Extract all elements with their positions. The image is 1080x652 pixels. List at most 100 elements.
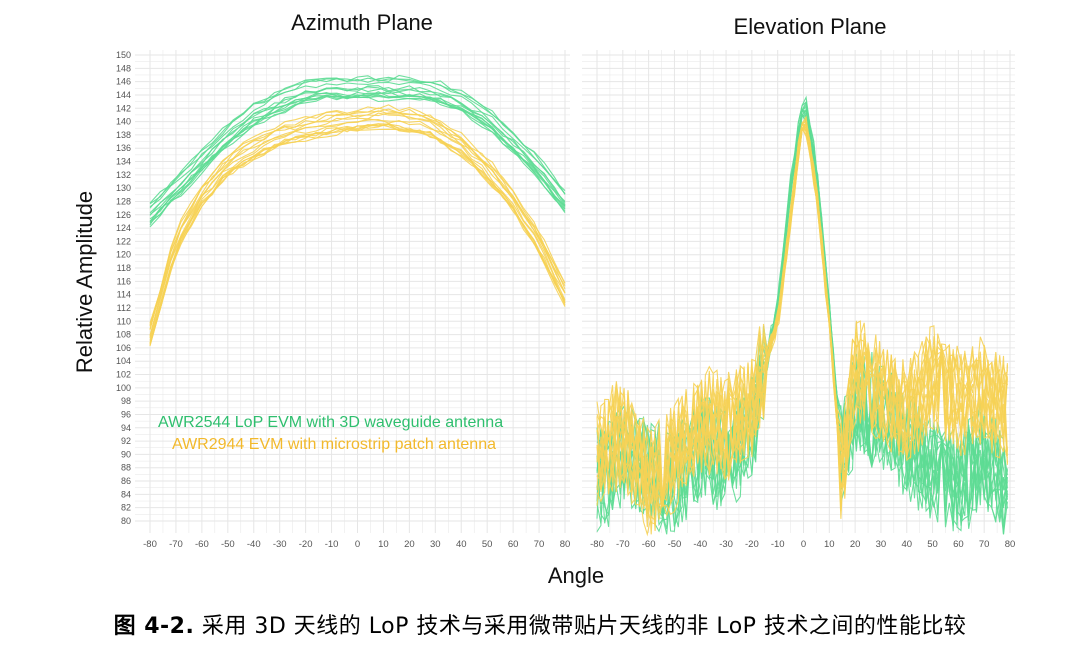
y-tick-label: 142 bbox=[116, 103, 131, 113]
elevation-x-tick-label: -70 bbox=[616, 539, 630, 550]
y-tick-label: 144 bbox=[116, 90, 131, 100]
elevation-x-tick-label: -60 bbox=[642, 539, 656, 550]
y-tick-label: 106 bbox=[116, 343, 131, 353]
azimuth-series-line-yellow bbox=[149, 108, 566, 327]
azimuth-x-tick-label: 60 bbox=[508, 539, 519, 550]
azimuth-x-tick-label: 20 bbox=[404, 539, 415, 550]
y-tick-label: 120 bbox=[116, 250, 131, 260]
azimuth-x-tick-labels: -80 -70 -60 -50 -40 -30 -20 -10 0 10 20 30 40 50 60 70 8… bbox=[143, 539, 570, 550]
elevation-x-tick-label: 60 bbox=[953, 539, 964, 550]
y-tick-label: 146 bbox=[116, 77, 131, 87]
elevation-x-tick-label: 50 bbox=[927, 539, 938, 550]
y-tick-label: 136 bbox=[116, 143, 131, 153]
y-tick-label: 80 bbox=[121, 516, 131, 526]
azimuth-x-tick-label: -30 bbox=[273, 539, 287, 550]
azimuth-series-line-green bbox=[149, 91, 566, 220]
y-tick-label: 104 bbox=[116, 356, 131, 366]
elevation-plot-area bbox=[596, 95, 1008, 537]
azimuth-series-line-yellow bbox=[149, 112, 566, 336]
elevation-x-tick-label: -50 bbox=[668, 539, 682, 550]
azimuth-x-tick-label: -60 bbox=[195, 539, 209, 550]
y-tick-label: 140 bbox=[116, 117, 131, 127]
y-tick-label: 84 bbox=[121, 489, 131, 499]
azimuth-x-tick-label: -50 bbox=[221, 539, 235, 550]
y-tick-label: 110 bbox=[117, 316, 131, 326]
y-tick-label: 128 bbox=[116, 196, 131, 206]
y-tick-label: 88 bbox=[121, 463, 131, 473]
azimuth-series-line-green bbox=[149, 81, 566, 208]
azimuth-grid bbox=[135, 50, 570, 533]
legend-item-yellow: AWR2944 EVM with microstrip patch antenn… bbox=[172, 436, 496, 453]
azimuth-series-line-yellow bbox=[149, 128, 566, 343]
y-tick-label: 118 bbox=[117, 263, 131, 273]
y-tick-label: 102 bbox=[116, 370, 131, 380]
y-tick-label: 126 bbox=[116, 210, 131, 220]
figure-number: 图 4-2. bbox=[113, 614, 195, 639]
figure-caption-text: 采用 3D 天线的 LoP 技术与采用微带贴片天线的非 LoP 技术之间的性能比… bbox=[201, 614, 967, 639]
azimuth-series-line-green bbox=[149, 94, 566, 224]
azimuth-series-line-yellow bbox=[149, 104, 566, 325]
elevation-series-line-yellow bbox=[596, 127, 1008, 532]
azimuth-chart-title: Azimuth Plane bbox=[291, 10, 433, 35]
azimuth-series-line-green bbox=[149, 74, 566, 204]
azimuth-series-line-green bbox=[149, 75, 566, 209]
y-tick-label: 114 bbox=[117, 290, 131, 300]
elevation-chart-title: Elevation Plane bbox=[734, 14, 887, 39]
y-tick-label: 96 bbox=[121, 409, 131, 419]
azimuth-series-line-green bbox=[149, 95, 566, 228]
y-tick-label: 132 bbox=[116, 170, 131, 180]
y-tick-label: 138 bbox=[116, 130, 131, 140]
azimuth-x-tick-label: -70 bbox=[169, 539, 183, 550]
azimuth-series-line-yellow bbox=[149, 118, 566, 339]
azimuth-y-tick-labels: 80 82 84 86 88 90 92 94 96 98 100 102 104 106 108 110 11… bbox=[116, 50, 131, 526]
elevation-x-tick-label: 80 bbox=[1005, 539, 1016, 550]
elevation-x-tick-label: -10 bbox=[771, 539, 785, 550]
y-tick-label: 98 bbox=[121, 396, 131, 406]
figure-canvas: 8082848688909294969810010210410610811011… bbox=[72, 10, 1015, 588]
y-tick-label: 122 bbox=[116, 236, 131, 246]
elevation-x-tick-label: 20 bbox=[850, 539, 861, 550]
elevation-series-line-yellow bbox=[596, 121, 1008, 508]
y-tick-label: 112 bbox=[117, 303, 131, 313]
azimuth-x-tick-label: 0 bbox=[355, 539, 360, 550]
y-tick-label: 116 bbox=[117, 276, 131, 286]
azimuth-x-tick-label: 40 bbox=[456, 539, 467, 550]
figure-caption: 图 4-2. 采用 3D 天线的 LoP 技术与采用微带贴片天线的非 LoP 技… bbox=[0, 608, 1080, 640]
elevation-x-tick-label: -20 bbox=[745, 539, 759, 550]
y-tick-label: 90 bbox=[121, 449, 131, 459]
azimuth-series-line-green bbox=[149, 87, 566, 216]
azimuth-x-tick-label: 10 bbox=[378, 539, 389, 550]
azimuth-x-tick-label: 70 bbox=[534, 539, 545, 550]
y-tick-label: 82 bbox=[121, 503, 131, 513]
y-tick-label: 86 bbox=[121, 476, 131, 486]
elevation-series-line-green bbox=[596, 108, 1008, 527]
y-axis-label: Relative Amplitude bbox=[72, 191, 97, 373]
azimuth-x-tick-label: -40 bbox=[247, 539, 261, 550]
elevation-x-tick-labels: -80 -70 -60 -50 -40 -30 -20 -10 0 10 20 30 40 50 60 70 8… bbox=[590, 539, 1015, 550]
y-tick-label: 130 bbox=[116, 183, 131, 193]
elevation-x-tick-label: -40 bbox=[693, 539, 707, 550]
elevation-x-tick-label: 10 bbox=[824, 539, 835, 550]
y-tick-label: 124 bbox=[116, 223, 131, 233]
y-tick-label: 108 bbox=[116, 330, 131, 340]
azimuth-x-tick-label: -80 bbox=[143, 539, 157, 550]
elevation-x-tick-label: -30 bbox=[719, 539, 733, 550]
azimuth-x-tick-label: 30 bbox=[430, 539, 441, 550]
elevation-x-tick-label: 30 bbox=[876, 539, 887, 550]
y-tick-label: 100 bbox=[116, 383, 131, 393]
y-tick-label: 94 bbox=[121, 423, 131, 433]
elevation-x-tick-label: 70 bbox=[979, 539, 990, 550]
legend-item-green: AWR2544 LoP EVM with 3D waveguide antenn… bbox=[158, 414, 503, 431]
azimuth-plot-area bbox=[149, 74, 566, 347]
azimuth-x-tick-label: 80 bbox=[560, 539, 571, 550]
y-tick-label: 148 bbox=[116, 63, 131, 73]
y-tick-label: 92 bbox=[121, 436, 131, 446]
elevation-x-tick-label: -80 bbox=[590, 539, 604, 550]
x-axis-label: Angle bbox=[548, 563, 604, 588]
azimuth-x-tick-label: -10 bbox=[325, 539, 339, 550]
y-tick-label: 134 bbox=[116, 157, 131, 167]
azimuth-x-tick-label: -20 bbox=[299, 539, 313, 550]
elevation-x-tick-label: 0 bbox=[801, 539, 806, 550]
y-tick-label: 150 bbox=[116, 50, 131, 60]
elevation-x-tick-label: 40 bbox=[901, 539, 912, 550]
